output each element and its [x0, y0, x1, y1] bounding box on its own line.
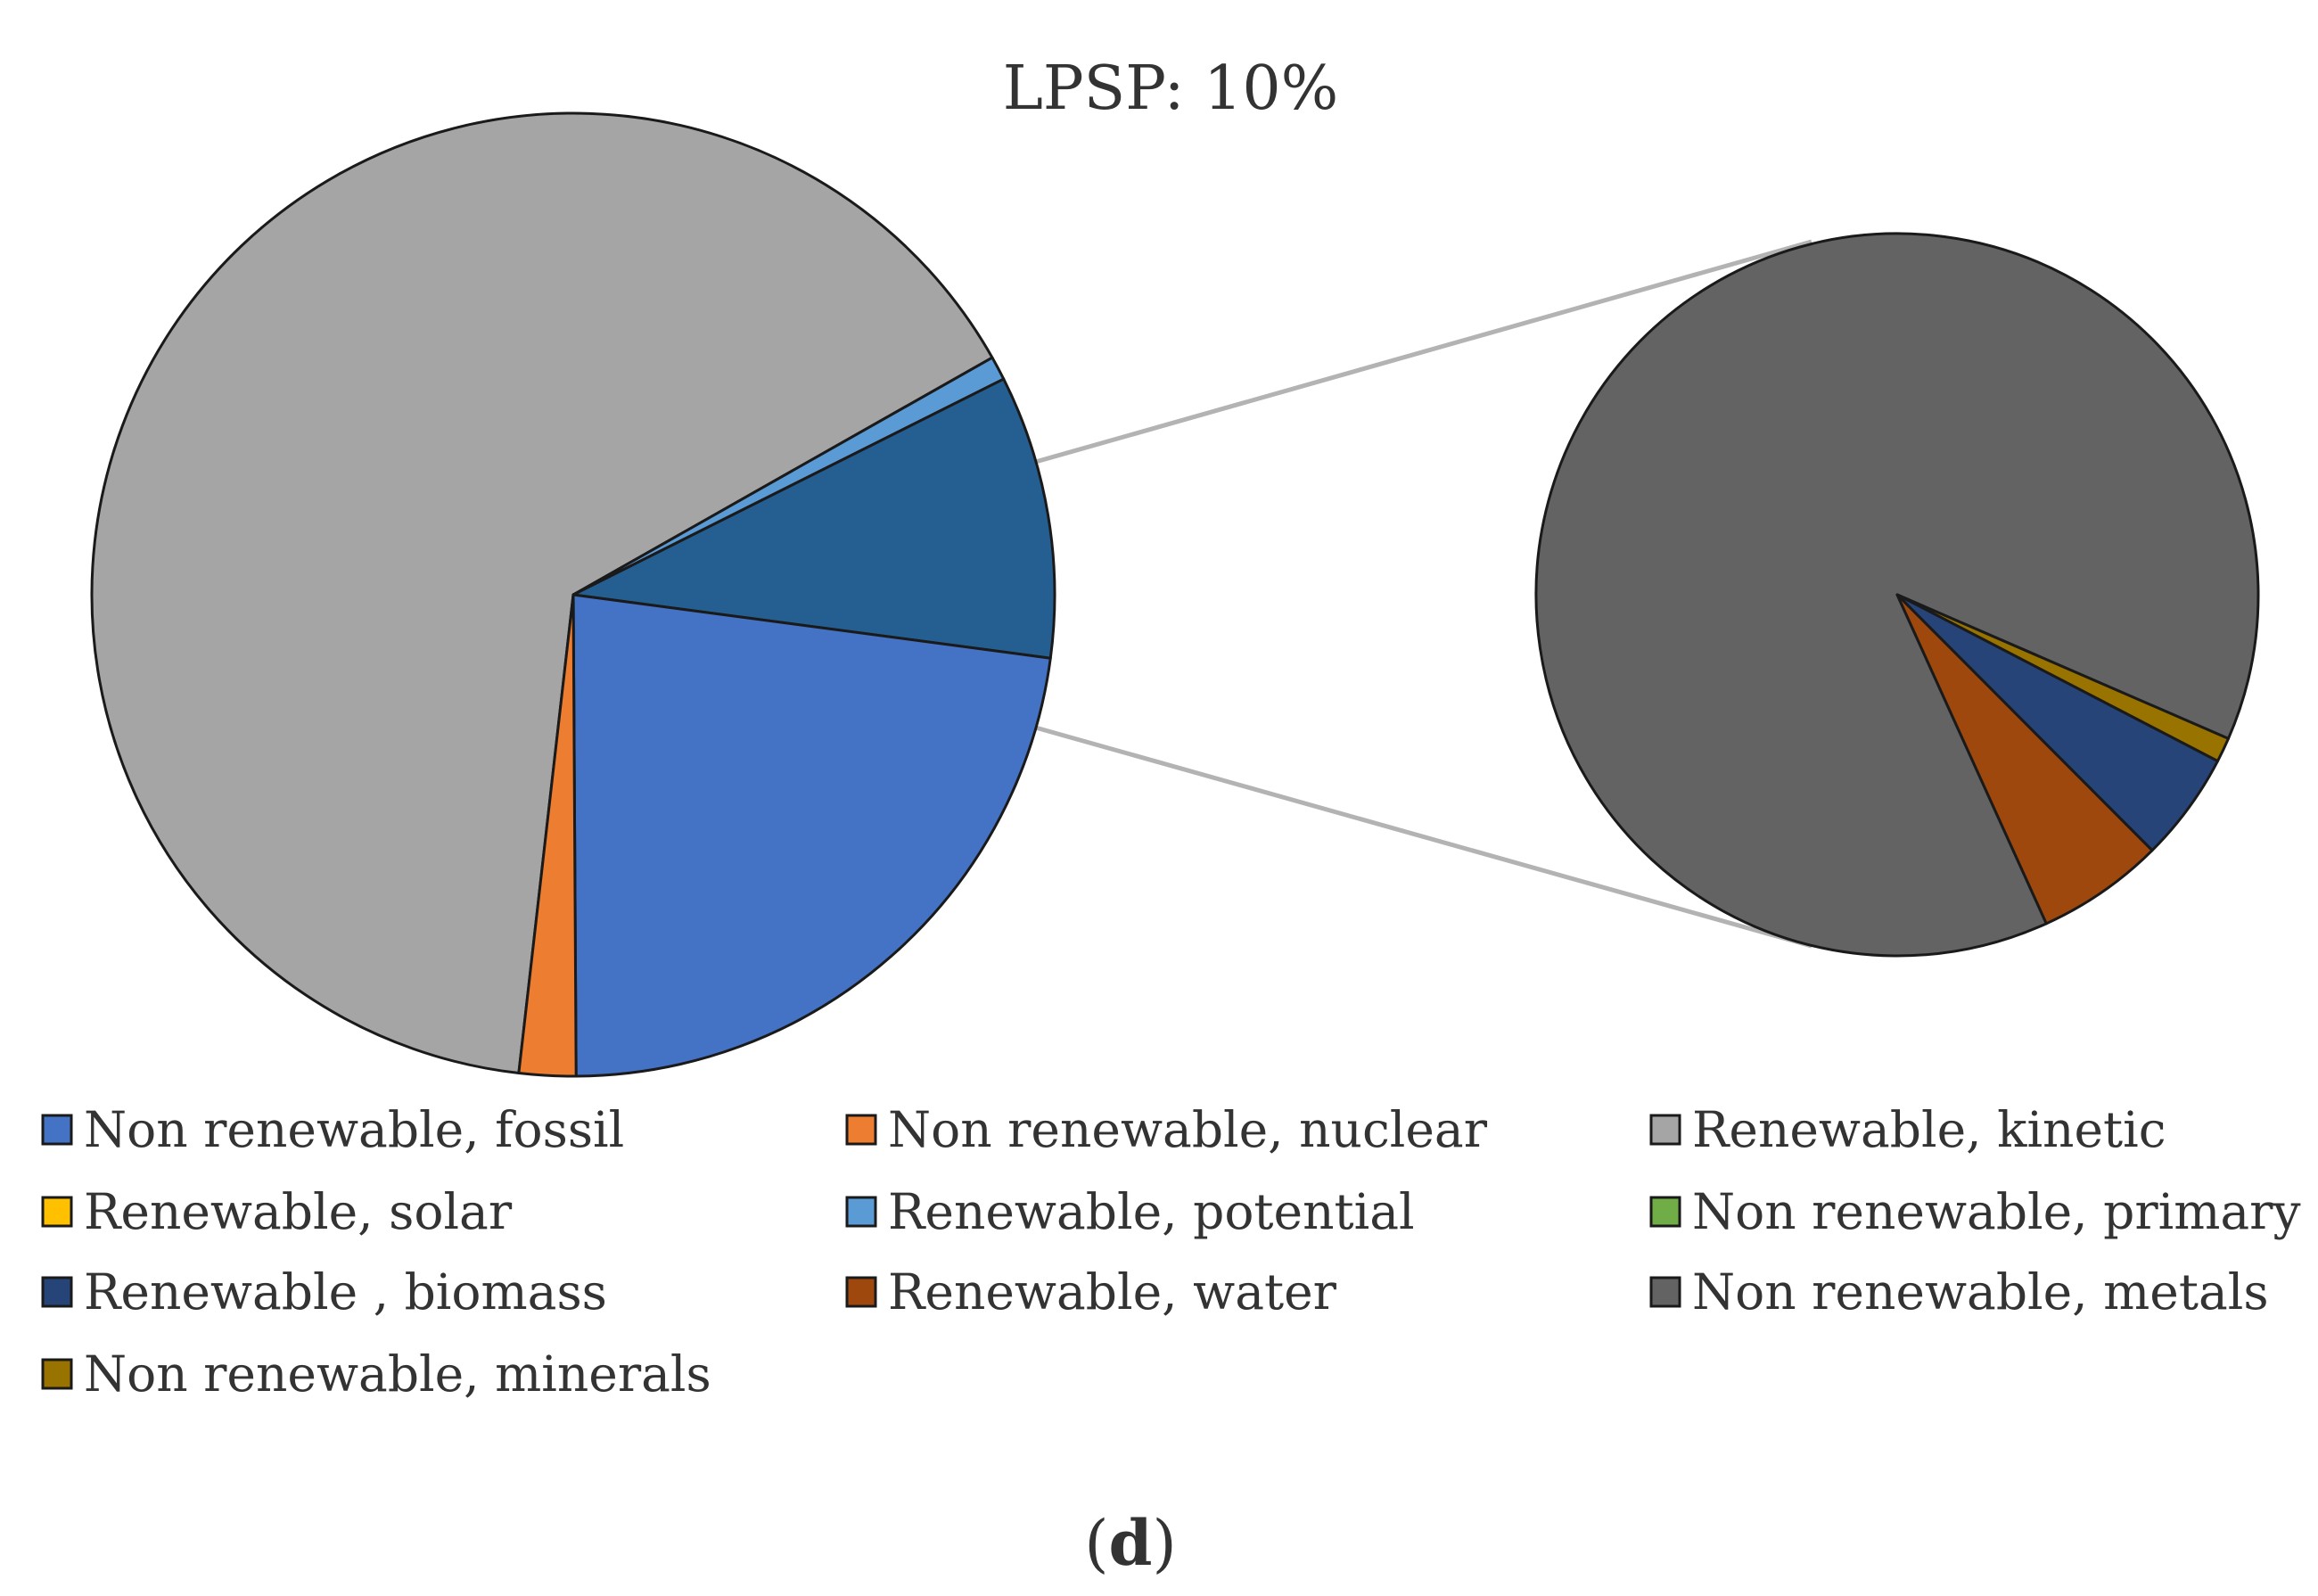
legend-swatch-renewable-solar — [41, 1196, 73, 1228]
legend-label-renewable-kinetic: Renewable, kinetic — [1692, 1101, 2166, 1158]
legend-swatch-renewable-potential — [845, 1196, 877, 1228]
legend-label-renewable-solar: Renewable, solar — [84, 1183, 513, 1240]
legend-label-renewable-biomass: Renewable , biomass — [84, 1263, 607, 1320]
main-pie-slice-renewable-kinetic — [90, 111, 994, 1075]
legend-label-non-renewable-minerals: Non renewable, minerals — [84, 1345, 711, 1403]
legend-label-renewable-water: Renewable, water — [888, 1263, 1337, 1320]
secondary-pie-slice-renewable-water — [1895, 593, 2154, 926]
connector-line-top — [1032, 239, 1812, 465]
legend-swatch-non-renewable-minerals — [41, 1358, 73, 1390]
main-pie-slice-other-see-secondary-pie — [571, 377, 1056, 660]
legend-label-non-renewable-nuclear: Non renewable, nuclear — [888, 1101, 1488, 1158]
secondary-pie — [1534, 232, 2260, 958]
main-pie-slice-non-renewable-fossil — [571, 593, 1052, 1078]
chart-title: LPSP: 10% — [1003, 53, 1339, 124]
main-pie — [90, 111, 1056, 1078]
main-pie-slice-non-renewable-nuclear — [517, 593, 578, 1078]
legend-label-renewable-potential: Renewable, potential — [888, 1183, 1415, 1240]
legend-swatch-non-renewable-primary — [1649, 1196, 1681, 1228]
legend-swatch-renewable-water — [845, 1276, 877, 1308]
caption-close-paren: ) — [1152, 1507, 1176, 1580]
caption-open-paren: ( — [1084, 1507, 1108, 1580]
legend-swatch-non-renewable-nuclear — [845, 1114, 877, 1146]
legend: Non renewable, fossil Non renewable, nucl… — [41, 1101, 2301, 1403]
caption-letter: d — [1109, 1506, 1153, 1580]
figure-caption: (d) — [1084, 1506, 1177, 1580]
legend-swatch-non-renewable-metals — [1649, 1276, 1681, 1308]
legend-label-non-renewable-fossil: Non renewable, fossil — [84, 1101, 624, 1158]
legend-swatch-non-renewable-fossil — [41, 1114, 73, 1146]
legend-swatch-renewable-kinetic — [1649, 1114, 1681, 1146]
legend-label-non-renewable-primary: Non renewable, primary — [1692, 1183, 2301, 1240]
legend-swatch-renewable-biomass — [41, 1276, 73, 1308]
connector-line-bottom — [1032, 724, 1812, 949]
legend-label-non-renewable-metals: Non renewable, metals — [1692, 1263, 2269, 1320]
